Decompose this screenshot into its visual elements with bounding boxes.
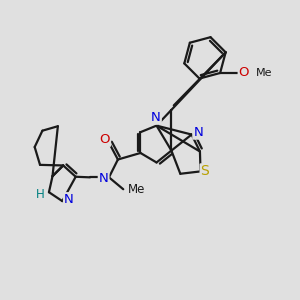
Text: O: O <box>100 133 110 146</box>
Text: N: N <box>64 193 74 206</box>
Text: S: S <box>201 164 209 178</box>
Text: Me: Me <box>128 183 145 196</box>
Text: O: O <box>238 66 249 79</box>
Text: N: N <box>193 126 203 139</box>
Text: N: N <box>151 111 161 124</box>
Text: Me: Me <box>256 68 272 78</box>
Text: N: N <box>99 172 109 185</box>
Text: H: H <box>36 188 44 201</box>
